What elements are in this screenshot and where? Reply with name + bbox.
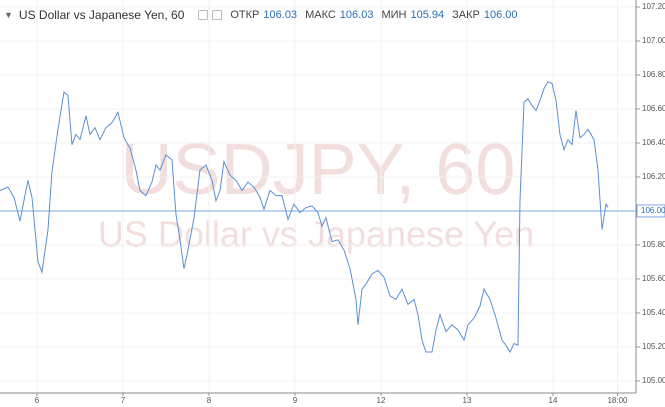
last-price-tag [636,204,665,218]
y-tick-label: 105.80 [642,240,665,249]
legend-header: ▼ US Dollar vs Japanese Yen, 60 ОТКР 106.… [4,8,518,22]
ohlc-label: ЗАКР [452,9,480,21]
last-price-label: 106.00 [641,206,665,215]
y-tick-label: 105.60 [642,274,665,283]
watermark: US Dollar vs Japanese Yen [98,214,534,255]
y-tick-label: 105.00 [642,376,665,385]
y-tick-label: 105.20 [642,342,665,351]
y-tick-label: 107.00 [642,36,665,45]
x-tick-label: 8 [207,396,212,405]
ohlc-label: ОТКР [230,9,260,21]
x-tick-label: 6 [35,396,40,405]
y-tick-label: 106.60 [642,104,665,113]
price-line [0,81,609,354]
ohlc-value: 106.00 [483,9,518,21]
y-tick-label: 106.40 [642,138,665,147]
watermark: USDJPY, 60 [121,130,516,210]
x-tick-label: 12 [377,396,386,405]
icon[interactable] [198,10,209,20]
collapse-arrow[interactable]: ▼ [4,10,13,20]
ohlc-label: МИН [381,9,407,21]
x-tick-label: 13 [463,396,472,405]
icon[interactable] [212,10,223,20]
x-tick-label: 14 [549,396,558,405]
y-tick-label: 106.80 [642,70,665,79]
x-tick-label: 9 [293,396,298,405]
y-tick-label: 105.40 [642,308,665,317]
ohlc-value: 106.03 [339,9,374,21]
symbol-title: US Dollar vs Japanese Yen, 60 [18,8,185,22]
ohlc-value: 105.94 [410,9,445,21]
y-tick-label: 107.20 [642,2,665,11]
ohlc-value: 106.03 [263,9,298,21]
ohlc-label: МАКС [305,9,336,21]
x-tick-label: 7 [121,396,126,405]
y-tick-label: 106.20 [642,172,665,181]
x-tick-label: 18:00 [607,396,628,405]
